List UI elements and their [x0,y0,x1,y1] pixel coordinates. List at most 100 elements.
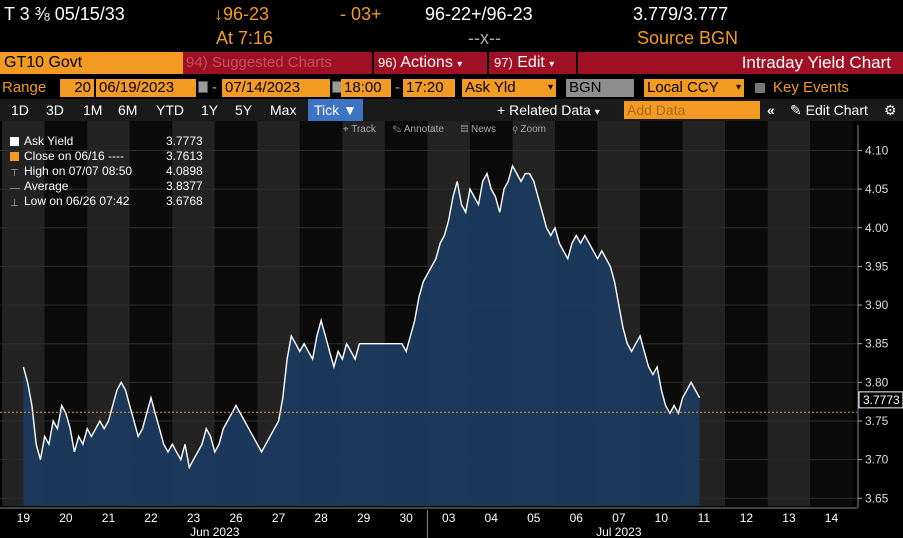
legend-value: 3.7773 [166,134,203,148]
suggested-label: Suggested Charts [211,54,332,71]
x-tick-label: 22 [144,511,158,525]
legend-item[interactable]: Close on 06/16 ---- 3.7613 [10,149,203,164]
source-field[interactable]: BGN [566,79,634,97]
high-icon: ⊤ [10,168,19,179]
divider [372,52,374,74]
edit-label: Edit [517,54,545,71]
calendar-icon[interactable] [198,81,208,93]
x-tick-label: 11 [698,511,711,525]
field-select[interactable]: Ask Yld ▾ [462,79,556,97]
range-label: Range [2,79,47,96]
collapse-icon[interactable]: « [767,102,775,118]
day-band [810,121,853,506]
x-tick-label: 06 [570,511,584,525]
average-icon: — [10,183,20,194]
month-label: Jun 2023 [190,525,240,538]
related-data-menu[interactable]: + Related Data ▾ [497,99,600,121]
price-change: ↓96-23 [214,4,270,24]
legend-label: Ask Yield [24,134,74,148]
series-line [22,164,701,470]
month-label: Jul 2023 [596,525,642,538]
tab-1m[interactable]: 1M [83,102,103,118]
annotate-tool[interactable]: ✎ Annotate [392,124,444,135]
period-tabs: 1D 3D 1M 6M YTD 1Y 5Y Max Tick ▼ + Relat… [0,99,903,121]
chevron-down-icon: ▾ [735,82,741,93]
legend-label: High on 07/07 08:50 [24,164,133,178]
edit-menu[interactable]: 97) Edit ▾ [494,52,554,74]
series-area [23,165,700,506]
tab-ytd[interactable]: YTD [156,102,184,118]
tab-tick[interactable]: Tick ▼ [308,99,363,121]
zoom-tool[interactable]: ⚲ Zoom [512,124,546,135]
end-date-field[interactable]: 07/14/2023 [222,79,330,97]
related-data-label: Related Data [509,102,591,118]
last-value-box [858,391,903,409]
ticker: T 3 ⅜ 05/15/33 [4,4,125,24]
actions-menu[interactable]: 96) Actions ▾ [378,52,462,74]
yields: 3.779/3.777 [633,4,729,24]
edit-chart-button[interactable]: ✎ Edit Chart [790,99,868,121]
annotate-label: Annotate [403,124,444,135]
track-tool[interactable]: ⌖ Track [343,124,376,135]
x-tick-label: 21 [102,511,116,525]
gear-icon[interactable]: ⚙ [884,102,897,118]
x-tick-label: 07 [612,511,626,525]
suggested-charts-menu[interactable]: 94) Suggested Charts [186,52,332,74]
security-field[interactable]: GT10 Govt [0,52,183,74]
field-select-value: Ask Yld [465,79,516,96]
tab-1d[interactable]: 1D [11,102,29,118]
y-tick-label: 3.95 [865,259,889,273]
last-value-label: 3.7773 [863,393,900,407]
key-events-checkbox[interactable] [755,83,765,93]
tab-6m[interactable]: 6M [118,102,138,118]
legend-value: 3.7613 [166,149,203,163]
legend-item[interactable]: Ask Yield 3.7773 [10,134,203,149]
tab-tick-label: Tick [314,102,340,118]
y-tick-label: 4.05 [865,182,889,196]
y-tick-label: 3.65 [865,491,889,505]
legend-value: 3.8377 [166,179,203,193]
edit-num: 97) [494,55,513,70]
yield-chart[interactable]: 4.10 4.05 4.00 3.95 3.90 3.85 3.80 3.75 3.70 3.65… [0,121,903,538]
legend-label: Average [24,179,69,193]
tab-max[interactable]: Max [270,102,297,118]
chevron-down-icon: ▾ [594,107,600,118]
x-tick-label: 29 [357,511,371,525]
day-band [767,121,811,506]
range-days-field[interactable]: 20 [60,79,94,97]
x-tick-label: 14 [825,511,839,525]
title-bar: GT10 Govt 94) Suggested Charts 96) Actio… [0,52,903,74]
tab-1y[interactable]: 1Y [201,102,219,118]
chart-toolbar: ⌖ Track ✎ Annotate ▤ News ⚲ Zoom [343,124,546,135]
x-tick-label: 28 [314,511,328,525]
chart-legend: Ask Yield 3.7773 Close on 06/16 ---- 3.761… [10,134,203,209]
add-data-input[interactable]: Add Data [624,101,760,119]
change-value: - 03+ [340,4,382,24]
x-tick-label: 10 [655,511,669,525]
legend-item[interactable]: ⊤ High on 07/07 08:50 4.0898 [10,164,203,179]
tab-5y[interactable]: 5Y [235,102,253,118]
start-time-field[interactable]: 18:00 [341,79,391,97]
legend-item[interactable]: ⊥ Low on 06/26 07:42 3.6768 [10,194,203,209]
actions-num: 96) [378,55,397,70]
x-tick-label: 19 [17,511,31,525]
legend-item[interactable]: — Average 3.8377 [10,179,203,194]
range-dash: - [212,79,217,96]
actions-label: Actions [400,54,453,71]
pencil-icon: ✎ [790,102,802,118]
news-label: News [471,124,497,135]
day-band [725,121,768,506]
news-tool[interactable]: ▤ News [460,124,497,135]
end-time-field[interactable]: 17:20 [403,79,455,97]
tab-3d[interactable]: 3D [46,102,64,118]
chevron-down-icon: ▼ [343,102,357,118]
trade-info: --x-- [468,28,501,48]
currency-select[interactable]: Local CCY ▾ [644,79,744,97]
key-events-label: Key Events [773,79,849,96]
low-icon: ⊥ [10,198,19,209]
legend-swatch [10,137,19,146]
parameter-bar: Range 20 06/19/2023 - 07/14/2023 18:00 -… [0,77,903,99]
start-date-field[interactable]: 06/19/2023 [96,79,196,97]
y-tick-label: 3.70 [865,453,889,467]
bid-ask: 96-22+/96-23 [425,4,533,24]
